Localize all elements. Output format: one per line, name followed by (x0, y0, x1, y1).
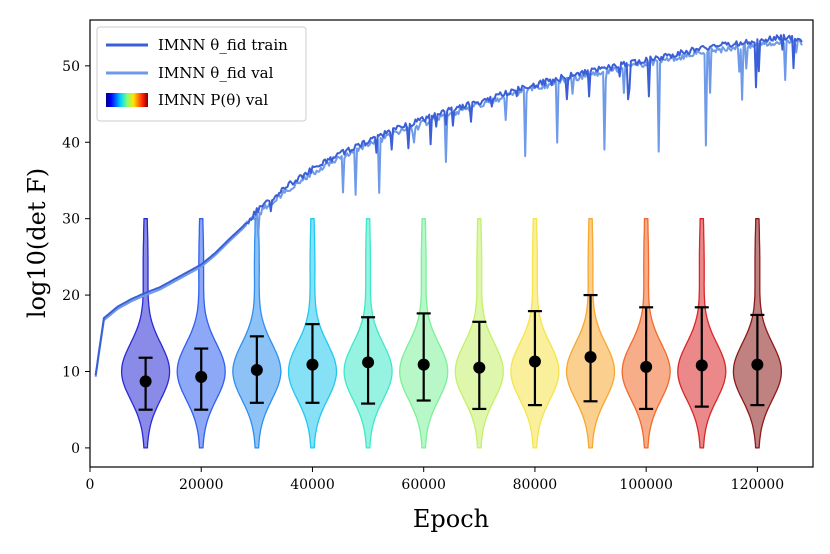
x-tick-label: 100000 (619, 477, 672, 493)
y-axis-label: log10(det F) (23, 168, 51, 318)
y-tick-label: 0 (71, 441, 80, 457)
series-line-train (94, 33, 803, 376)
legend: IMNN θ_fid train IMNN θ_fid val IMNN P(θ… (96, 26, 307, 122)
y-tick-label: 30 (62, 212, 80, 228)
violin-body (232, 218, 282, 449)
violin-group (120, 218, 783, 449)
median-point (695, 359, 708, 372)
y-tick-label: 10 (62, 364, 80, 380)
violin-body (120, 218, 171, 449)
legend-label-prior: IMNN P(θ) val (158, 91, 268, 109)
y-axis-ticks: 0 10 20 30 40 50 (62, 59, 90, 457)
x-tick-label: 120000 (731, 477, 784, 493)
x-tick-label: 40000 (290, 477, 335, 493)
x-axis-ticks: 0 20000 40000 60000 80000 100000 120000 (86, 467, 784, 493)
median-point (139, 375, 152, 388)
median-point (751, 358, 764, 371)
x-tick-label: 60000 (401, 477, 446, 493)
y-tick-label: 50 (62, 59, 80, 75)
median-point (250, 363, 263, 376)
median-point (195, 370, 208, 383)
legend-label-val: IMNN θ_fid val (158, 64, 274, 82)
line-series-group (94, 33, 803, 377)
series-line-val (94, 38, 803, 377)
median-point (640, 360, 653, 373)
plot-frame (89, 19, 814, 468)
median-point (584, 350, 597, 363)
y-tick-label: 40 (62, 135, 80, 151)
median-point (362, 356, 375, 369)
y-tick-label: 20 (62, 288, 80, 304)
legend-label-train: IMNN θ_fid train (158, 36, 288, 54)
x-axis-label: Epoch (413, 505, 489, 533)
error-bar-group (138, 293, 765, 411)
median-point (473, 361, 486, 374)
legend-box (96, 26, 307, 122)
x-tick-label: 20000 (179, 477, 224, 493)
median-point (306, 358, 319, 371)
median-point (417, 358, 430, 371)
x-tick-label: 80000 (513, 477, 558, 493)
median-point (528, 355, 541, 368)
violin-body (176, 218, 226, 449)
legend-swatch-prior (106, 93, 148, 107)
x-tick-label: 0 (86, 477, 95, 493)
